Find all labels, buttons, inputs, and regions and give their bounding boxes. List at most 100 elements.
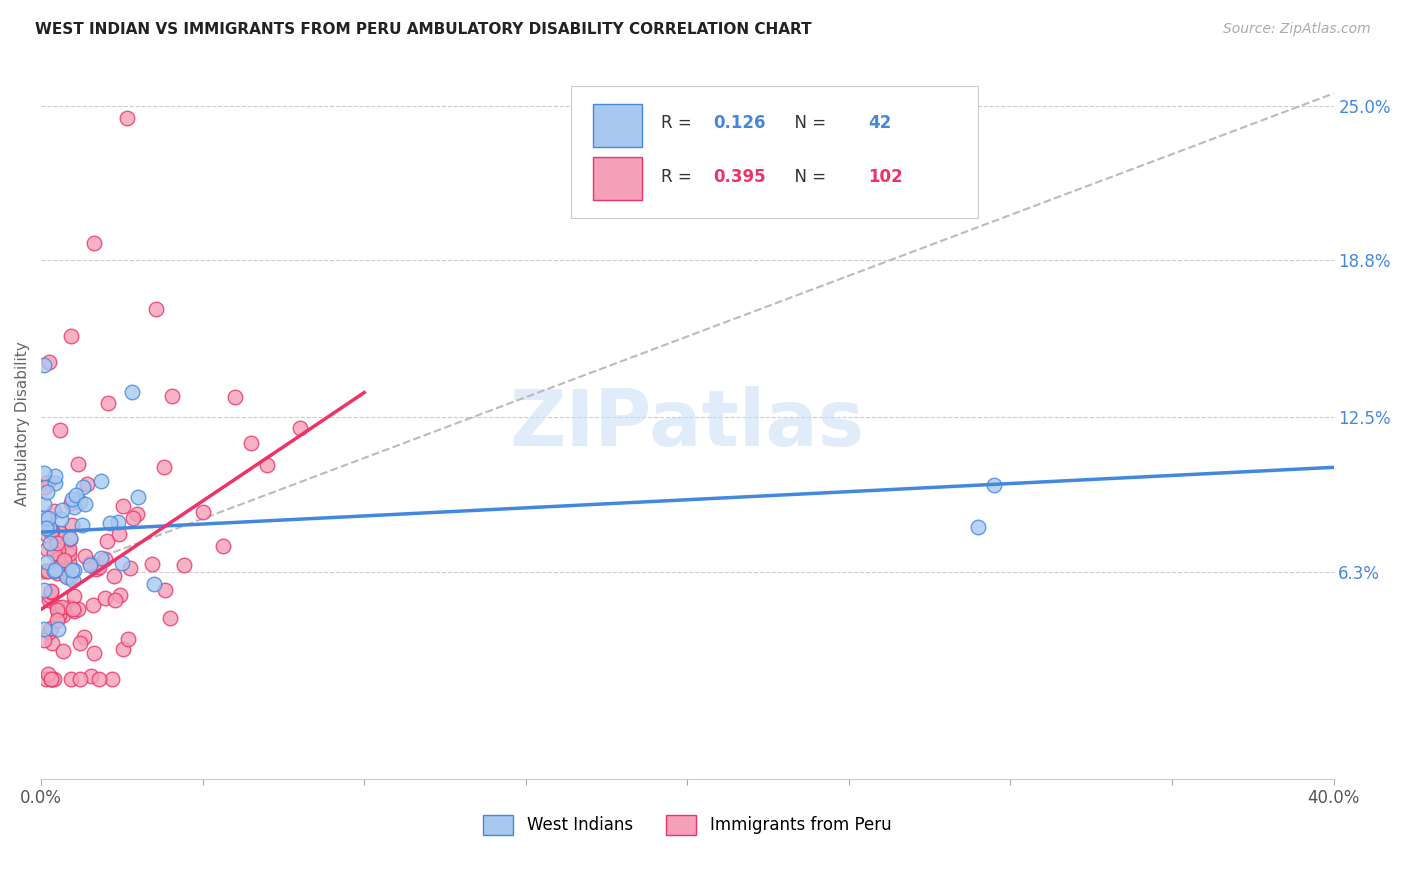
Point (46, 536, 69, 550)
Point (82, 598, 104, 612)
Point (34, 480, 56, 494)
Point (41, 672, 63, 686)
Point (240, 436, 263, 450)
Point (48, 542, 70, 557)
Point (79, 558, 101, 573)
Point (69, 636, 91, 650)
Point (107, 515, 129, 529)
Point (60, 563, 83, 577)
Point (153, 460, 176, 475)
Point (117, 632, 139, 646)
Point (108, 527, 131, 541)
Point (42, 504, 65, 518)
Point (73, 630, 96, 644)
Point (115, 112, 138, 126)
Text: N =: N = (785, 114, 831, 132)
Point (69, 672, 91, 686)
Point (37, 475, 59, 489)
Point (38, 355, 60, 369)
Point (65, 488, 87, 502)
Point (59, 532, 82, 546)
Point (155, 583, 177, 598)
Point (45, 602, 67, 616)
Point (118, 561, 141, 575)
Point (66, 457, 89, 471)
Point (127, 490, 149, 504)
Point (59, 329, 82, 343)
Point (37, 666, 59, 681)
Point (35, 672, 58, 686)
Point (60, 518, 83, 533)
Point (67, 602, 90, 616)
Point (48, 607, 70, 622)
Point (86, 562, 108, 576)
Text: R =: R = (661, 169, 697, 186)
Point (90, 474, 112, 488)
Text: 42: 42 (869, 114, 891, 132)
Point (37, 555, 59, 569)
Point (59, 600, 82, 615)
Point (38, 624, 60, 639)
Point (49, 525, 72, 540)
Bar (593, 104, 643, 146)
Point (173, 558, 195, 572)
Point (39, 672, 62, 686)
Point (58, 547, 80, 561)
Point (34, 466, 56, 480)
Text: R =: R = (661, 114, 697, 132)
Point (49, 533, 72, 547)
Point (39, 585, 62, 599)
Point (38, 536, 60, 550)
Point (72, 480, 94, 494)
Point (37, 564, 59, 578)
Point (59, 531, 82, 545)
Point (39, 621, 62, 635)
Point (89, 672, 111, 686)
Point (52, 644, 75, 658)
Point (191, 504, 214, 518)
Point (83, 646, 105, 660)
Point (122, 511, 145, 525)
Point (98, 516, 121, 530)
Point (94, 591, 117, 606)
Point (44, 563, 66, 577)
Point (42, 672, 65, 686)
Point (62, 589, 84, 603)
Point (46, 561, 69, 575)
Point (41, 524, 63, 539)
Point (159, 611, 181, 625)
Point (58, 542, 80, 557)
Text: ZIPatlas: ZIPatlas (510, 385, 865, 462)
Point (62, 604, 84, 618)
Point (42, 564, 65, 578)
Point (94, 551, 117, 566)
Point (69, 495, 91, 509)
Point (103, 569, 125, 583)
Point (96, 533, 118, 548)
Point (79, 556, 101, 570)
Point (41, 636, 63, 650)
Text: 0.126: 0.126 (713, 114, 766, 132)
Point (121, 384, 143, 399)
Point (58, 555, 80, 569)
Point (34, 583, 56, 598)
Point (34, 358, 56, 372)
Point (62, 563, 84, 577)
Point (44, 562, 66, 576)
FancyBboxPatch shape (571, 87, 979, 218)
Point (75, 549, 97, 563)
Point (70, 518, 93, 533)
Point (52, 553, 75, 567)
Point (39, 524, 62, 539)
Point (63, 500, 86, 515)
Point (34, 510, 56, 524)
Point (38, 519, 60, 533)
Point (101, 672, 124, 686)
Point (76, 476, 98, 491)
Point (141, 557, 163, 571)
Point (256, 458, 278, 472)
Point (35, 564, 58, 578)
Point (983, 477, 1005, 491)
Point (45, 566, 67, 580)
Point (39, 672, 62, 686)
